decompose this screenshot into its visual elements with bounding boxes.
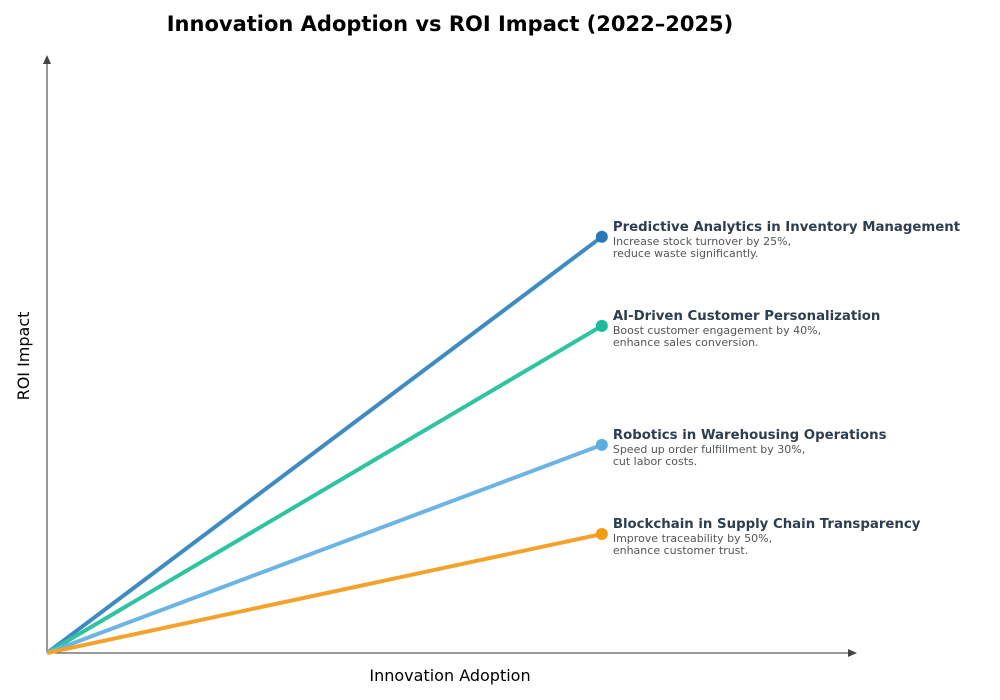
series-description-line1: Increase stock turnover by 25%, xyxy=(613,235,791,248)
series-description-line2: cut labor costs. xyxy=(613,455,697,468)
series-label: AI-Driven Customer Personalization xyxy=(613,309,881,324)
series-description-line2: enhance customer trust. xyxy=(613,544,748,557)
series-description-line1: Speed up order fulfillment by 30%, xyxy=(613,443,805,456)
series-endpoint-marker xyxy=(595,527,608,540)
series-description-line2: reduce waste significantly. xyxy=(613,247,759,260)
chart-title: Innovation Adoption vs ROI Impact (2022–… xyxy=(167,12,734,36)
series-label: Blockchain in Supply Chain Transparency xyxy=(613,517,921,532)
series-label: Predictive Analytics in Inventory Manage… xyxy=(613,220,961,235)
x-axis-arrow-icon xyxy=(848,649,857,657)
series-label: Robotics in Warehousing Operations xyxy=(613,428,887,443)
y-axis-arrow-icon xyxy=(43,55,51,64)
series-description-line2: enhance sales conversion. xyxy=(613,336,759,349)
series-line xyxy=(45,235,604,655)
series-endpoint-marker xyxy=(595,438,608,451)
axes xyxy=(43,55,857,657)
y-axis-label: ROI Impact xyxy=(14,312,33,401)
series-line xyxy=(46,443,603,655)
series-endpoint-marker xyxy=(595,319,608,332)
series-endpoint-marker xyxy=(595,230,608,243)
series-description-line1: Boost customer engagement by 40%, xyxy=(613,324,821,337)
series-description-line1: Improve traceability by 50%, xyxy=(613,532,772,545)
series-line xyxy=(46,532,603,655)
series-line xyxy=(45,324,603,655)
x-axis-label: Innovation Adoption xyxy=(369,666,530,685)
